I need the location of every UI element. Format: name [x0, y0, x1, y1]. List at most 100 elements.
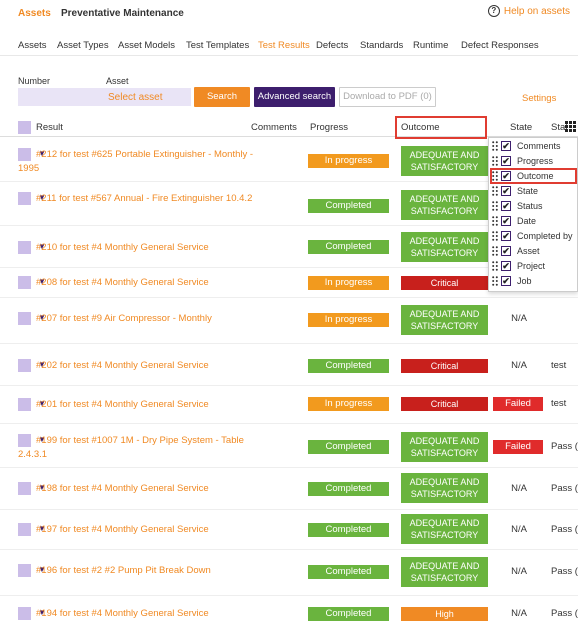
- result-link[interactable]: #212 for test #625 Portable Extinguisher…: [18, 149, 254, 174]
- checkbox[interactable]: ✔: [501, 231, 511, 241]
- result-link[interactable]: #202 for test #4 Monthly General Service: [36, 360, 209, 371]
- result-link[interactable]: #201 for test #4 Monthly General Service: [36, 399, 209, 410]
- column-option-project[interactable]: ✔ Project: [489, 260, 577, 273]
- column-outcome[interactable]: Outcome: [401, 122, 440, 133]
- tab-asset-models[interactable]: Asset Models: [118, 40, 176, 51]
- table-row[interactable]: ▼ #197 for test #4 Monthly General Servi…: [0, 510, 578, 550]
- chevron-down-icon[interactable]: ▼: [38, 435, 46, 444]
- chevron-down-icon[interactable]: ▼: [38, 193, 46, 202]
- row-checkbox[interactable]: [18, 241, 31, 254]
- checkbox[interactable]: ✔: [501, 216, 511, 226]
- advanced-search-button[interactable]: Advanced search: [254, 87, 335, 107]
- result-link[interactable]: #199 for test #1007 1M - Dry Pipe System…: [18, 435, 244, 460]
- column-option-asset[interactable]: ✔ Asset: [489, 245, 577, 258]
- row-checkbox[interactable]: [18, 148, 31, 161]
- column-comments[interactable]: Comments: [251, 122, 297, 133]
- drag-handle-icon[interactable]: [492, 141, 498, 151]
- column-option-job[interactable]: ✔ Job: [489, 275, 577, 288]
- table-row[interactable]: ▼ #210 for test #4 Monthly General Servi…: [0, 226, 578, 268]
- module-preventative-link[interactable]: Preventative Maintenance: [61, 8, 184, 19]
- checkbox[interactable]: ✔: [501, 246, 511, 256]
- checkbox[interactable]: ✔: [501, 261, 511, 271]
- chevron-down-icon[interactable]: ▼: [38, 360, 46, 369]
- drag-handle-icon[interactable]: [492, 186, 498, 196]
- column-option-status[interactable]: ✔ Status: [489, 200, 577, 213]
- chevron-down-icon[interactable]: ▼: [38, 524, 46, 533]
- result-link[interactable]: #194 for test #4 Monthly General Service: [36, 608, 209, 619]
- table-row[interactable]: ▼ #194 for test #4 Monthly General Servi…: [0, 596, 578, 630]
- table-row[interactable]: ▼ #201 for test #4 Monthly General Servi…: [0, 386, 578, 424]
- tab-defects[interactable]: Defects: [316, 40, 349, 51]
- tab-test-results[interactable]: Test Results: [258, 40, 310, 51]
- row-checkbox[interactable]: [18, 192, 31, 205]
- chevron-down-icon[interactable]: ▼: [38, 277, 46, 286]
- checkbox[interactable]: ✔: [501, 156, 511, 166]
- column-status[interactable]: Stat: [551, 122, 568, 133]
- download-pdf-button[interactable]: Download to PDF (0): [339, 87, 436, 107]
- checkbox[interactable]: ✔: [501, 186, 511, 196]
- tab-assets[interactable]: Assets: [18, 40, 47, 51]
- drag-handle-icon[interactable]: [492, 276, 498, 286]
- column-option-state[interactable]: ✔ State: [489, 185, 577, 198]
- number-input[interactable]: [18, 88, 102, 106]
- drag-handle-icon[interactable]: [492, 261, 498, 271]
- checkbox[interactable]: ✔: [501, 141, 511, 151]
- column-progress[interactable]: Progress: [310, 122, 349, 133]
- drag-handle-icon[interactable]: [492, 156, 498, 166]
- chevron-down-icon[interactable]: ▼: [38, 483, 46, 492]
- row-checkbox[interactable]: [18, 398, 31, 411]
- row-checkbox[interactable]: [18, 276, 31, 289]
- column-result[interactable]: Result: [36, 122, 63, 133]
- row-checkbox[interactable]: [18, 482, 31, 495]
- result-link[interactable]: #210 for test #4 Monthly General Service: [36, 242, 209, 253]
- column-option-progress[interactable]: ✔ Progress: [489, 155, 577, 168]
- help-link[interactable]: ? Help on assets: [487, 5, 570, 17]
- asset-select[interactable]: Select asset: [100, 88, 191, 106]
- row-checkbox[interactable]: [18, 312, 31, 325]
- column-state[interactable]: State: [510, 122, 533, 133]
- chevron-down-icon[interactable]: ▼: [38, 608, 46, 617]
- tab-defect-responses[interactable]: Defect Responses: [461, 40, 539, 51]
- drag-handle-icon[interactable]: [492, 171, 498, 181]
- tab-runtime[interactable]: Runtime: [413, 40, 449, 51]
- result-link[interactable]: #197 for test #4 Monthly General Service: [36, 524, 209, 535]
- chevron-down-icon[interactable]: ▼: [38, 149, 46, 158]
- checkbox[interactable]: ✔: [501, 201, 511, 211]
- drag-handle-icon[interactable]: [492, 216, 498, 226]
- tab-standards[interactable]: Standards: [360, 40, 404, 51]
- column-option-comments[interactable]: ✔ Comments: [489, 140, 577, 153]
- row-checkbox[interactable]: [18, 523, 31, 536]
- column-option-date[interactable]: ✔ Date: [489, 215, 577, 228]
- result-link[interactable]: #207 for test #9 Air Compressor - Monthl…: [36, 313, 212, 324]
- column-option-completed-by[interactable]: ✔ Completed by: [489, 230, 577, 243]
- checkbox[interactable]: ✔: [501, 171, 511, 181]
- table-row[interactable]: ▼ #208 for test #4 Monthly General Servi…: [0, 268, 578, 298]
- table-row[interactable]: ▼ #211 for test #567 Annual - Fire Extin…: [0, 182, 578, 226]
- checkbox[interactable]: ✔: [501, 276, 511, 286]
- table-row[interactable]: ▼ #207 for test #9 Air Compressor - Mont…: [0, 298, 578, 344]
- result-link[interactable]: #198 for test #4 Monthly General Service: [36, 483, 209, 494]
- row-checkbox[interactable]: [18, 607, 31, 620]
- search-button[interactable]: Search: [194, 87, 250, 107]
- result-link[interactable]: #208 for test #4 Monthly General Service: [36, 277, 209, 288]
- table-row[interactable]: ▼ #198 for test #4 Monthly General Servi…: [0, 468, 578, 510]
- column-chooser-icon[interactable]: [565, 121, 576, 132]
- module-assets-link[interactable]: Assets: [18, 8, 51, 19]
- tab-asset-types[interactable]: Asset Types: [57, 40, 109, 51]
- select-all-checkbox[interactable]: [18, 121, 31, 134]
- drag-handle-icon[interactable]: [492, 231, 498, 241]
- row-checkbox[interactable]: [18, 359, 31, 372]
- table-row[interactable]: ▼ #196 for test #2 #2 Pump Pit Break Dow…: [0, 550, 578, 596]
- chevron-down-icon[interactable]: ▼: [38, 242, 46, 251]
- chevron-down-icon[interactable]: ▼: [38, 565, 46, 574]
- column-option-outcome[interactable]: ✔ Outcome: [489, 170, 577, 183]
- result-link[interactable]: #196 for test #2 #2 Pump Pit Break Down: [36, 565, 211, 576]
- table-row[interactable]: ▼ #202 for test #4 Monthly General Servi…: [0, 344, 578, 386]
- settings-link[interactable]: Settings: [522, 93, 557, 104]
- result-link[interactable]: #211 for test #567 Annual - Fire Extingu…: [36, 193, 253, 204]
- tab-test-templates[interactable]: Test Templates: [186, 40, 250, 51]
- drag-handle-icon[interactable]: [492, 201, 498, 211]
- chevron-down-icon[interactable]: ▼: [38, 313, 46, 322]
- chevron-down-icon[interactable]: ▼: [38, 399, 46, 408]
- row-checkbox[interactable]: [18, 564, 31, 577]
